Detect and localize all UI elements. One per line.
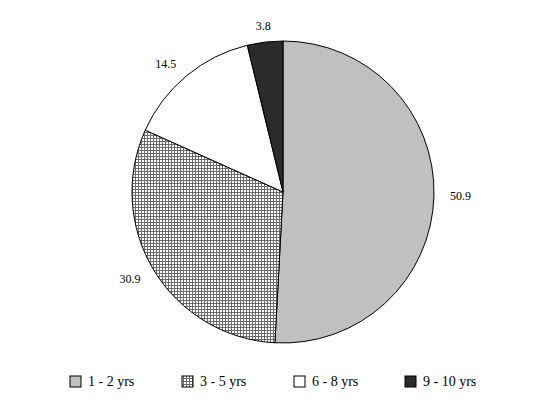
chart-svg: 50.9 30.9 14.5 3.8 1 - 2 yrs 3 - 5 yrs 6 - 8 y… [0, 0, 552, 409]
legend-label: 9 - 10 yrs [423, 374, 476, 389]
data-label: 30.9 [119, 272, 140, 286]
data-labels: 50.9 30.9 14.5 3.8 [119, 19, 471, 286]
pie-slice [275, 41, 434, 343]
legend-swatch [405, 376, 416, 387]
legend-label: 3 - 5 yrs [200, 374, 246, 389]
legend: 1 - 2 yrs 3 - 5 yrs 6 - 8 yrs 9 - 10 yrs [70, 374, 476, 389]
data-label: 14.5 [155, 57, 176, 71]
legend-label: 6 - 8 yrs [312, 374, 358, 389]
legend-swatch [70, 376, 81, 387]
legend-swatch [294, 376, 305, 387]
pie [132, 41, 434, 343]
chart-container: 50.9 30.9 14.5 3.8 1 - 2 yrs 3 - 5 yrs 6 - 8 y… [0, 0, 552, 409]
data-label: 3.8 [256, 19, 271, 33]
data-label: 50.9 [450, 189, 471, 203]
pie-slice [247, 41, 283, 192]
legend-swatch [182, 376, 193, 387]
legend-label: 1 - 2 yrs [88, 374, 134, 389]
